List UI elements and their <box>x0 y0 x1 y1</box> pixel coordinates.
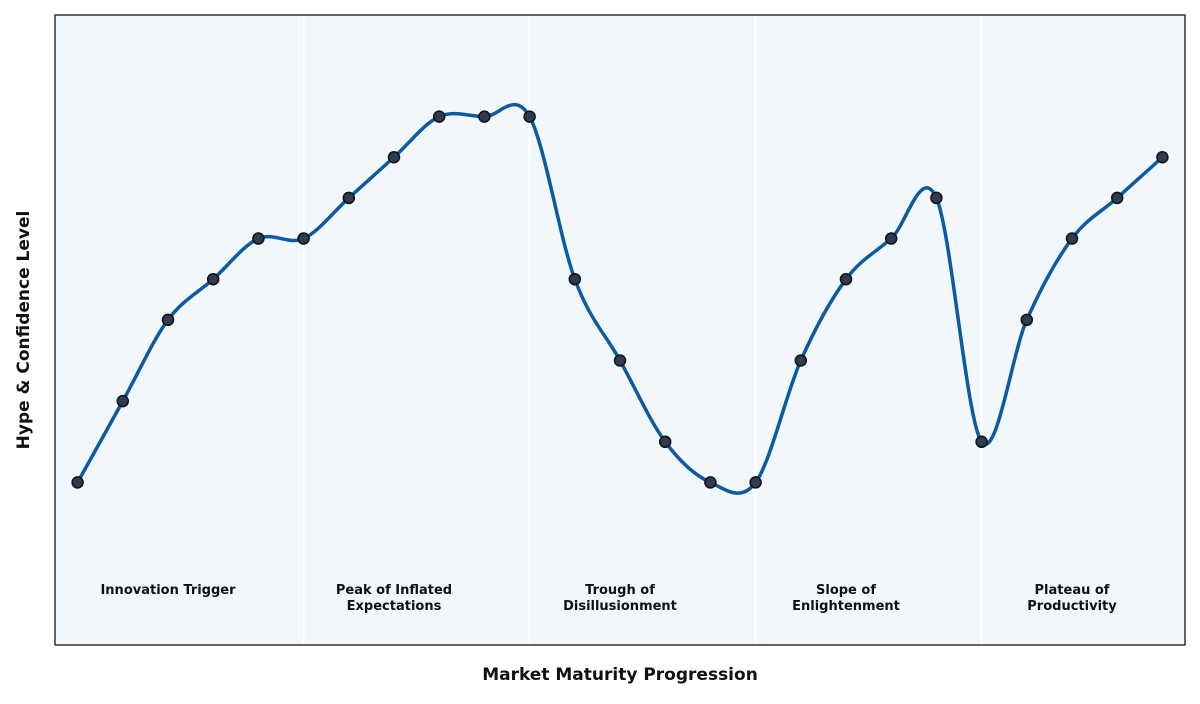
data-point <box>387 151 401 164</box>
data-point <box>839 272 853 286</box>
data-point <box>252 232 265 245</box>
data-point <box>478 110 491 123</box>
phase-label-line: Slope of <box>816 583 876 598</box>
x-axis-label: Market Maturity Progression <box>482 665 758 685</box>
phase-label: Plateau of Productivity <box>1027 583 1117 614</box>
plot-frame <box>54 14 1186 646</box>
data-point <box>342 191 356 205</box>
phase-label: Trough of Disillusionment <box>563 583 677 614</box>
data-point <box>206 272 220 286</box>
data-point <box>161 313 175 327</box>
data-point <box>658 435 672 449</box>
phase-label: Peak of Inflated Expectations <box>336 583 452 614</box>
phase-label-line: Enlightenment <box>792 599 900 614</box>
data-point <box>794 354 808 367</box>
data-point <box>432 110 446 123</box>
phase-label-line: Disillusionment <box>563 599 677 614</box>
data-point <box>568 272 582 286</box>
phase-label: Innovation Trigger <box>100 583 236 598</box>
data-point <box>749 476 762 489</box>
plot-layer: Innovation Trigger Peak of Inflated Expect… <box>71 15 1169 645</box>
data-point <box>975 435 988 449</box>
data-point <box>1065 232 1079 245</box>
phase-label-line: Trough of <box>585 583 655 598</box>
data-point <box>71 476 84 489</box>
data-point <box>1156 151 1169 164</box>
data-point <box>523 110 536 123</box>
phase-label-line: Peak of Inflated <box>336 583 452 598</box>
plot-background <box>55 15 1185 645</box>
data-point <box>116 394 130 408</box>
data-point <box>930 191 943 205</box>
phase-label-line: Innovation Trigger <box>100 583 236 598</box>
data-point <box>1110 191 1124 205</box>
data-point <box>1020 313 1034 327</box>
phase-label: Slope of Enlightenment <box>792 583 900 614</box>
data-point <box>613 354 627 367</box>
data-point <box>297 232 310 245</box>
phase-label-line: Plateau of <box>1035 583 1110 598</box>
data-point <box>884 232 898 245</box>
data-point <box>704 476 717 489</box>
y-axis-label: Hype & Confidence Level <box>14 211 34 450</box>
phase-label-line: Expectations <box>347 599 442 614</box>
phase-label-line: Productivity <box>1027 599 1117 614</box>
